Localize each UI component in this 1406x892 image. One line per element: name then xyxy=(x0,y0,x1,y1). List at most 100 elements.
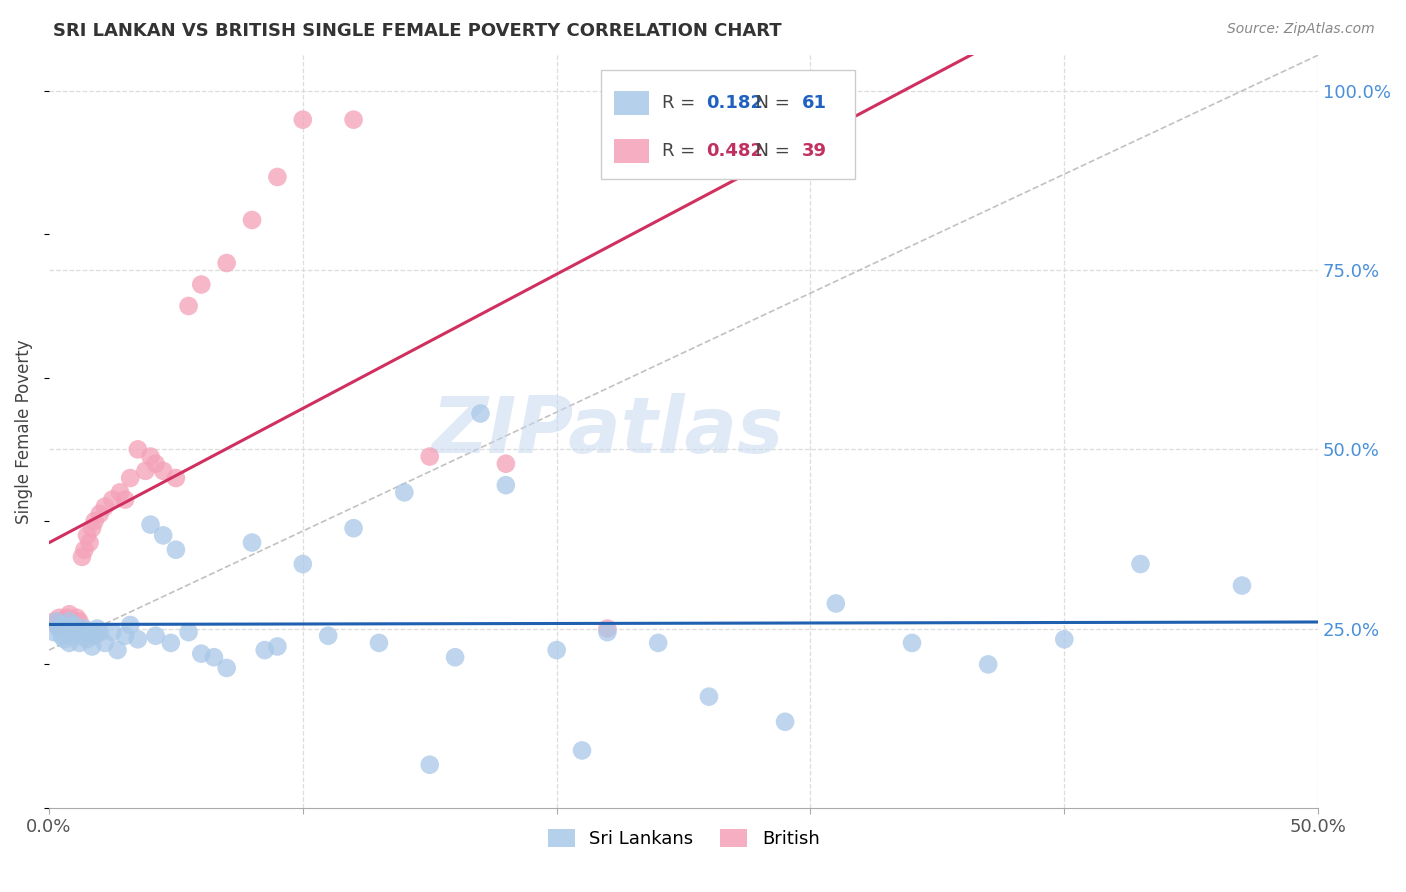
Point xyxy=(42,625,65,640)
Point xyxy=(266,169,288,184)
Point xyxy=(291,112,314,127)
Point xyxy=(134,464,156,478)
FancyBboxPatch shape xyxy=(600,70,855,179)
Point xyxy=(79,625,101,640)
Point xyxy=(697,690,720,704)
Point xyxy=(120,618,142,632)
Point xyxy=(159,636,181,650)
Point xyxy=(67,636,90,650)
Point xyxy=(190,647,212,661)
Point xyxy=(73,622,96,636)
Point xyxy=(101,625,124,640)
Point xyxy=(342,521,364,535)
Point xyxy=(45,618,67,632)
Point xyxy=(1230,578,1253,592)
Point xyxy=(70,549,93,564)
Point xyxy=(101,492,124,507)
Point xyxy=(48,611,70,625)
Point xyxy=(63,618,86,632)
Point xyxy=(48,622,70,636)
Point xyxy=(55,625,77,640)
Point xyxy=(108,485,131,500)
Point xyxy=(45,615,67,629)
Point xyxy=(291,557,314,571)
Point xyxy=(82,521,104,535)
Point xyxy=(165,471,187,485)
Point xyxy=(53,618,76,632)
Point xyxy=(114,492,136,507)
Point xyxy=(127,442,149,457)
Point xyxy=(76,528,98,542)
Point xyxy=(58,615,80,629)
Point xyxy=(1129,557,1152,571)
Point xyxy=(89,507,111,521)
Point xyxy=(253,643,276,657)
Point xyxy=(596,625,619,640)
Point xyxy=(63,629,86,643)
Point xyxy=(177,299,200,313)
Text: R =: R = xyxy=(662,95,702,112)
Point xyxy=(51,618,73,632)
Legend: Sri Lankans, British: Sri Lankans, British xyxy=(540,822,827,855)
Y-axis label: Single Female Poverty: Single Female Poverty xyxy=(15,339,32,524)
Point xyxy=(419,450,441,464)
Point xyxy=(86,622,108,636)
Point xyxy=(165,542,187,557)
Point xyxy=(444,650,467,665)
Point xyxy=(1053,632,1076,647)
Point xyxy=(76,632,98,647)
Point xyxy=(79,535,101,549)
Point xyxy=(596,622,619,636)
Point xyxy=(342,112,364,127)
Text: SRI LANKAN VS BRITISH SINGLE FEMALE POVERTY CORRELATION CHART: SRI LANKAN VS BRITISH SINGLE FEMALE POVE… xyxy=(53,22,782,40)
Point xyxy=(58,607,80,622)
Point xyxy=(901,636,924,650)
Point xyxy=(67,615,90,629)
Point xyxy=(647,636,669,650)
Point xyxy=(394,485,416,500)
Point xyxy=(266,640,288,654)
Point xyxy=(51,615,73,629)
Point xyxy=(127,632,149,647)
FancyBboxPatch shape xyxy=(614,138,650,162)
Point xyxy=(60,622,83,636)
Point xyxy=(120,471,142,485)
Point xyxy=(53,632,76,647)
Point xyxy=(202,650,225,665)
Point xyxy=(145,629,167,643)
Point xyxy=(114,629,136,643)
Point xyxy=(177,625,200,640)
Point xyxy=(470,407,492,421)
Point xyxy=(139,450,162,464)
Text: 39: 39 xyxy=(801,142,827,160)
Point xyxy=(152,528,174,542)
Point xyxy=(495,478,517,492)
Point xyxy=(368,636,391,650)
Point xyxy=(139,517,162,532)
Point xyxy=(60,615,83,629)
Point xyxy=(89,625,111,640)
Point xyxy=(83,514,105,528)
Point xyxy=(107,643,129,657)
Point xyxy=(977,657,1000,672)
Point xyxy=(240,535,263,549)
Point xyxy=(63,618,86,632)
Point xyxy=(83,629,105,643)
Point xyxy=(58,636,80,650)
Point xyxy=(82,640,104,654)
Text: 61: 61 xyxy=(801,95,827,112)
Point xyxy=(94,500,117,514)
Point xyxy=(94,636,117,650)
Point xyxy=(145,457,167,471)
Point xyxy=(190,277,212,292)
Point xyxy=(55,611,77,625)
Point xyxy=(70,629,93,643)
Text: 0.482: 0.482 xyxy=(706,142,763,160)
Point xyxy=(419,757,441,772)
Point xyxy=(571,743,593,757)
Point xyxy=(51,629,73,643)
Text: ZIPatlas: ZIPatlas xyxy=(432,393,783,469)
Text: N =: N = xyxy=(744,95,796,112)
Point xyxy=(495,457,517,471)
Point xyxy=(215,256,238,270)
